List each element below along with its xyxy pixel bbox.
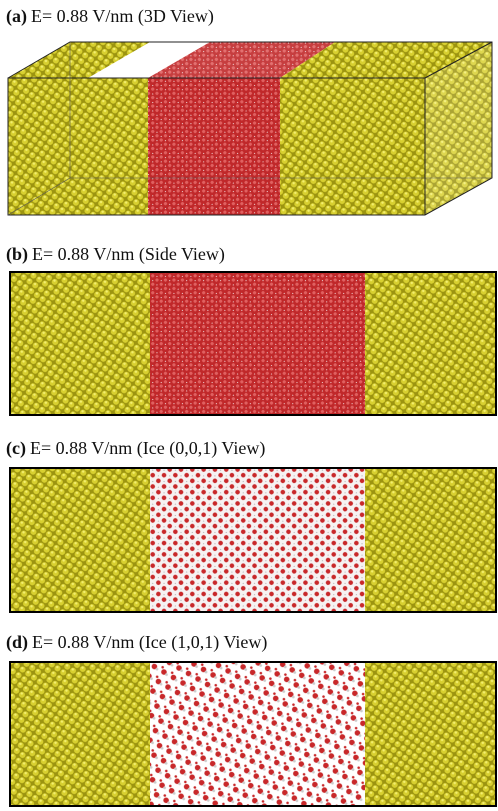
panel-caption: (a)E= 0.88 V/nm (3D View): [6, 6, 214, 27]
panel-d-image: [10, 662, 496, 806]
caption-text: E= 0.88 V/nm (Side View): [32, 244, 225, 264]
panel-caption: (c)E= 0.88 V/nm (Ice (0,0,1) View): [6, 438, 265, 459]
caption-text: E= 0.88 V/nm (3D View): [31, 6, 214, 26]
page: {"panels": [ {"label": "(a)", "caption":…: [0, 0, 498, 811]
panel-label: (d): [6, 632, 28, 652]
panel-c-image: [10, 468, 496, 612]
caption-text: E= 0.88 V/nm (Ice (0,0,1) View): [30, 438, 265, 458]
panel-a-image: [8, 42, 492, 215]
panel-caption: (d)E= 0.88 V/nm (Ice (1,0,1) View): [6, 632, 267, 653]
panel-caption: (b)E= 0.88 V/nm (Side View): [6, 244, 225, 265]
panel-b-image: [10, 272, 496, 415]
panel-label: (a): [6, 6, 27, 26]
figure: [0, 0, 498, 811]
panel-label: (b): [6, 244, 28, 264]
caption-text: E= 0.88 V/nm (Ice (1,0,1) View): [32, 632, 267, 652]
panel-label: (c): [6, 438, 26, 458]
